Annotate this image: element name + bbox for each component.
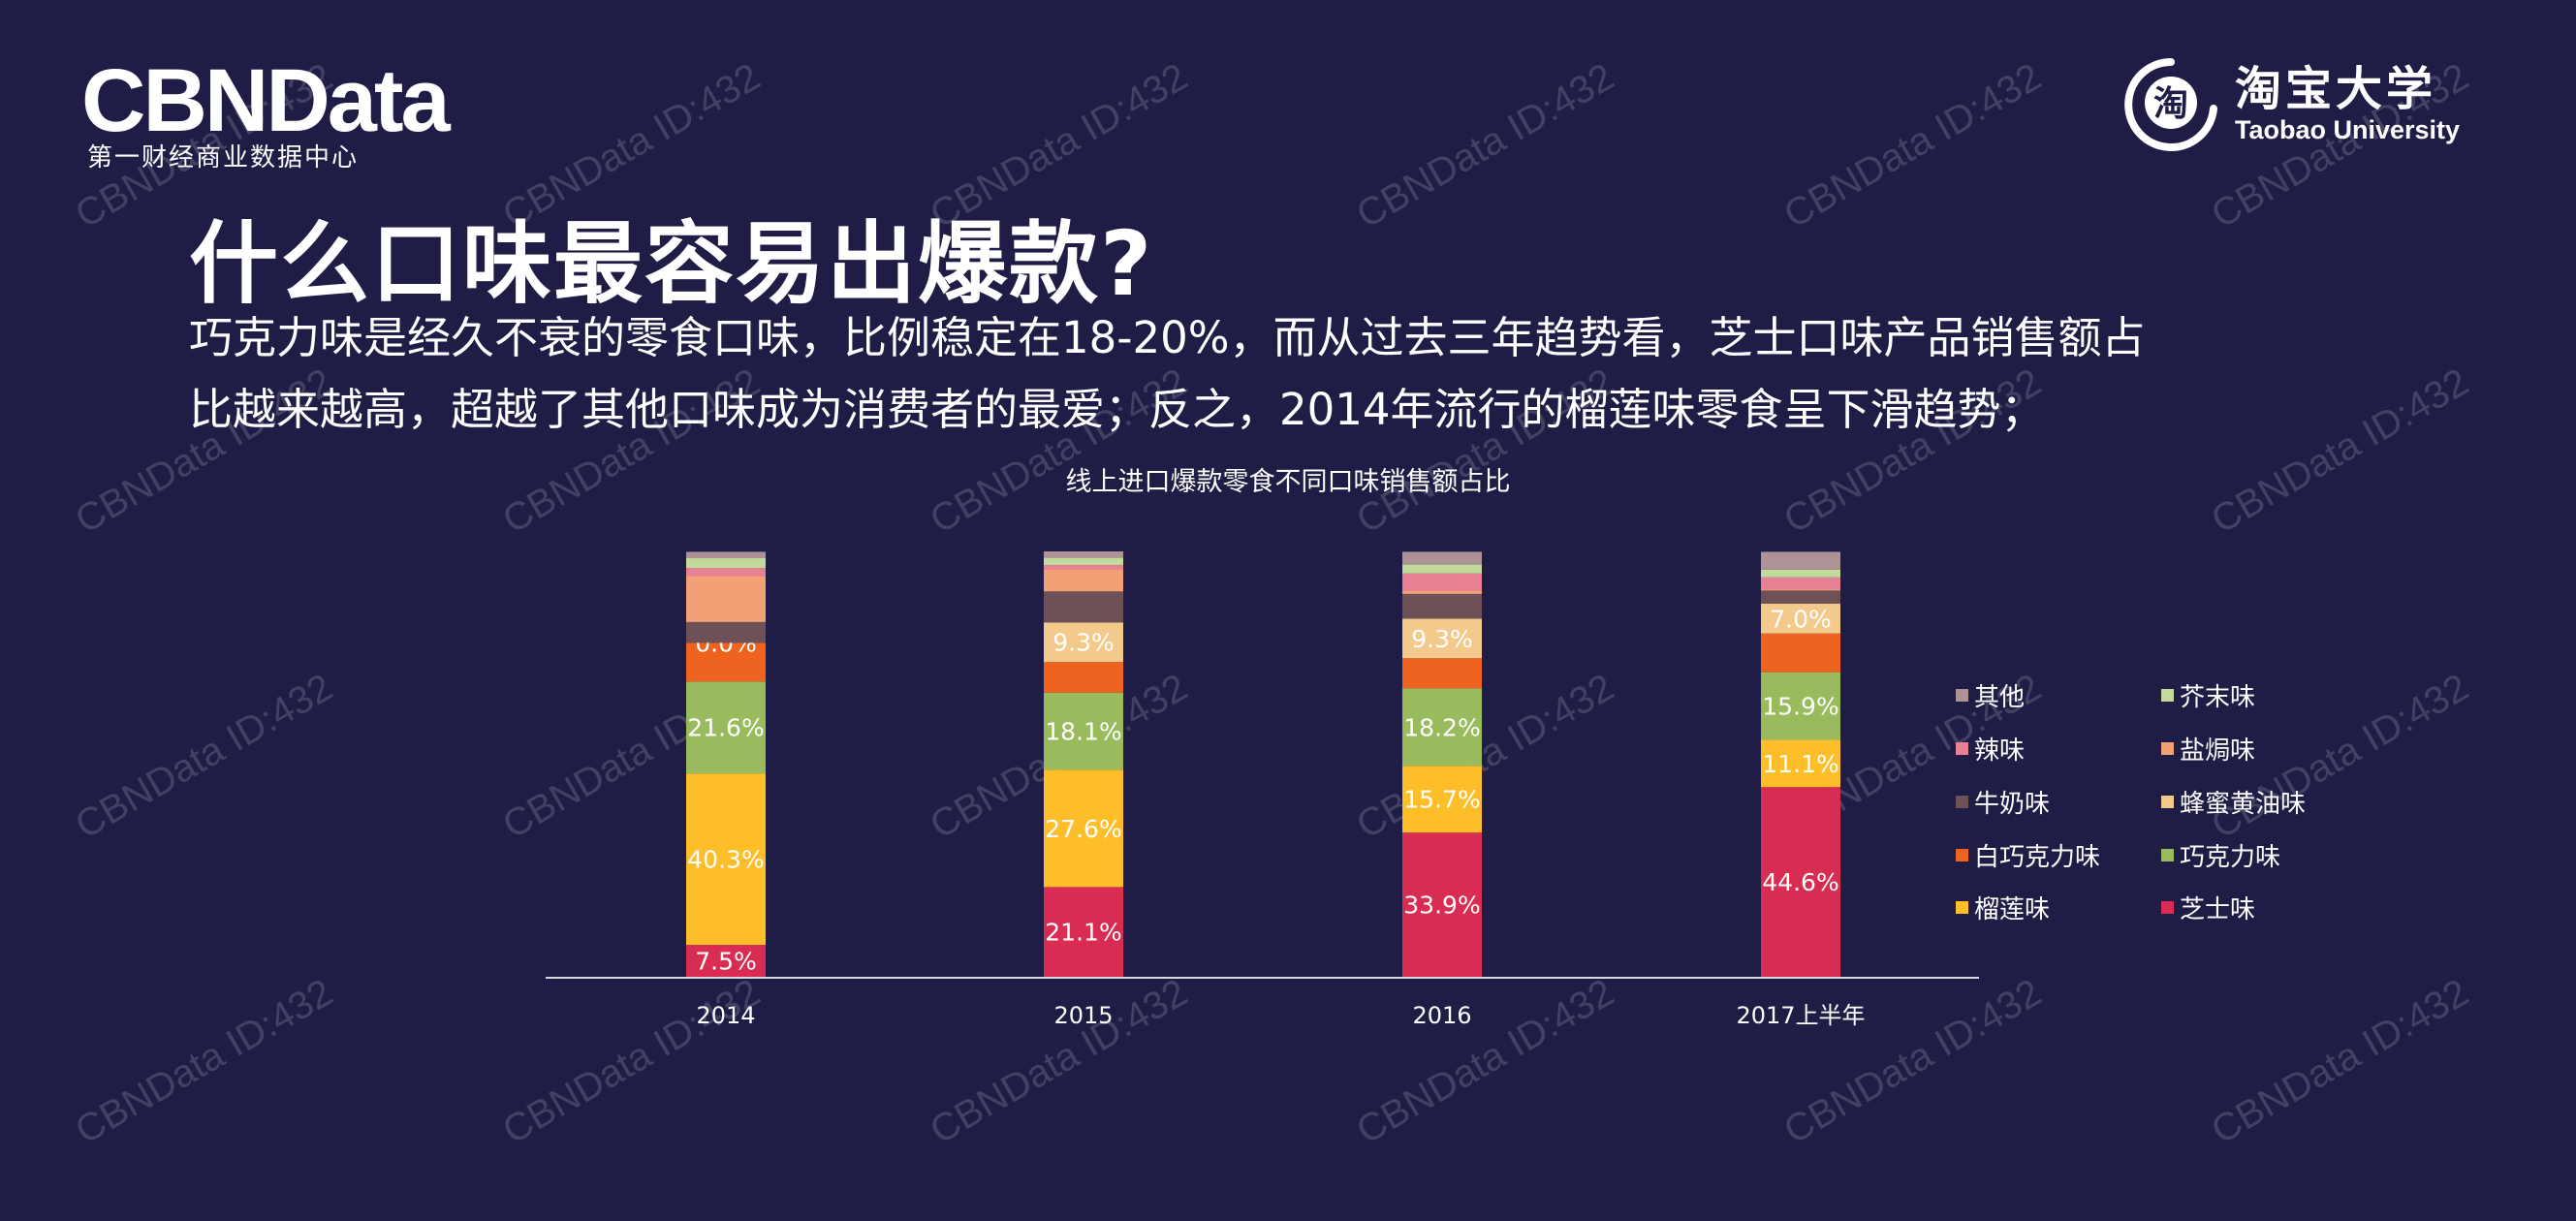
legend-swatch	[1956, 742, 1968, 755]
bar-segment	[1402, 766, 1482, 833]
data-label: 9.3%	[1411, 625, 1473, 653]
taobao-circle-icon: 淘	[2124, 58, 2217, 151]
x-tick-label: 2016	[1412, 1002, 1471, 1029]
bar-segment	[1761, 569, 1840, 578]
bar-segment	[1044, 557, 1123, 566]
bar-segment	[1761, 589, 1840, 591]
bar-segment	[1402, 688, 1482, 767]
legend-label: 辣味	[1974, 736, 2025, 766]
data-label: 21.6%	[687, 714, 764, 742]
bar-segment	[1402, 658, 1482, 689]
legend-label: 榴莲味	[1974, 895, 2050, 924]
bar-segment	[686, 576, 766, 622]
legend-label: 巧克力味	[2180, 843, 2280, 872]
bar-segment	[1761, 590, 1840, 604]
bar-segment	[686, 621, 766, 643]
bar-segment	[1761, 672, 1840, 740]
bar-segment	[1761, 787, 1840, 977]
data-label: 21.1%	[1045, 919, 1121, 947]
legend-label: 牛奶味	[1974, 790, 2050, 819]
x-tick-label: 2014	[696, 1002, 755, 1029]
taobao-university-en: Taobao University	[2235, 114, 2461, 144]
data-label: 40.3%	[687, 846, 764, 874]
data-label: 9.3%	[1052, 629, 1115, 657]
taobao-glyph: 淘	[2153, 84, 2188, 124]
legend-swatch	[2161, 901, 2174, 914]
bar-segment	[686, 568, 766, 577]
data-label: 18.2%	[1403, 713, 1480, 741]
bar-segment	[686, 945, 766, 977]
legend-swatch	[1956, 901, 1968, 914]
x-tick-label: 2017上半年	[1736, 1002, 1865, 1029]
legend-label: 蜂蜜黄油味	[2180, 790, 2306, 819]
chart-title: 线上进口爆款零食不同口味销售额占比	[1065, 467, 1511, 497]
data-label: 11.1%	[1762, 750, 1838, 778]
taobao-university-logo: 淘 淘宝大学 Taobao University	[2122, 56, 2460, 153]
legend-swatch	[2161, 796, 2174, 808]
bar-segment	[1761, 551, 1840, 570]
bar-segment	[686, 681, 766, 774]
legend-swatch	[2161, 689, 2174, 702]
bar-segment	[1402, 618, 1482, 659]
bar-segment	[1402, 564, 1482, 574]
legend-label: 其他	[1974, 683, 2025, 712]
bar-segment	[1044, 551, 1123, 558]
bar-segment	[1402, 593, 1482, 619]
bar-segment	[1761, 633, 1840, 673]
bar-segment	[1761, 739, 1840, 788]
bar-segment	[1044, 569, 1123, 592]
page-title: 什么口味最容易出爆款?	[189, 212, 1154, 316]
x-tick-label: 2015	[1053, 1002, 1113, 1029]
legend-label: 白巧克力味	[1974, 843, 2100, 872]
bar-segment	[686, 773, 766, 946]
legend-swatch	[1956, 796, 1968, 808]
legend-label: 盐焗味	[2180, 736, 2255, 766]
legend-label: 芝士味	[2180, 895, 2255, 924]
body-text-line-2: 比越来越高，超越了其他口味成为消费者的最爱；反之，2014年流行的榴莲味零食呈下…	[189, 384, 2045, 435]
data-label: 7.0%	[1770, 605, 1832, 633]
cbndata-logo-subtitle: 第一财经商业数据中心	[87, 143, 360, 172]
bar-segment	[686, 642, 766, 682]
data-label: 27.6%	[1045, 815, 1121, 843]
bar-segment	[686, 551, 766, 559]
legend-swatch	[2161, 849, 2174, 861]
bar-segment	[1044, 887, 1123, 977]
legend-swatch	[1956, 849, 1968, 861]
data-label: 7.5%	[695, 948, 757, 976]
data-label: 15.9%	[1762, 693, 1838, 721]
bar-segment	[1402, 590, 1482, 594]
bar-segment	[1402, 573, 1482, 591]
bar-segment	[1044, 662, 1123, 693]
legend-label: 芥末味	[2180, 683, 2255, 712]
bar-segment	[1761, 577, 1840, 590]
legend-swatch	[2161, 742, 2174, 755]
bar-segment	[1044, 565, 1123, 570]
data-label: 33.9%	[1403, 892, 1480, 920]
data-label: 18.1%	[1045, 717, 1121, 745]
body-text-line-1: 巧克力味是经久不衰的零食口味，比例稳定在18-20%，而从过去三年趋势看，芝士口…	[189, 312, 2146, 363]
data-label: 15.7%	[1403, 786, 1480, 814]
taobao-university-name: 淘宝大学	[2235, 62, 2437, 117]
bar-segment	[686, 558, 766, 569]
data-label: 44.6%	[1762, 868, 1838, 896]
bar-segment	[1402, 551, 1482, 565]
bar-segment	[1044, 591, 1123, 623]
legend-swatch	[1956, 689, 1968, 702]
bar-segment	[1044, 769, 1123, 888]
bar-segment	[1044, 622, 1123, 663]
cbndata-logo: CBNData	[81, 51, 451, 150]
bar-segment	[1761, 603, 1840, 634]
bar-segment	[1044, 692, 1123, 770]
bar-segment	[1402, 832, 1482, 977]
